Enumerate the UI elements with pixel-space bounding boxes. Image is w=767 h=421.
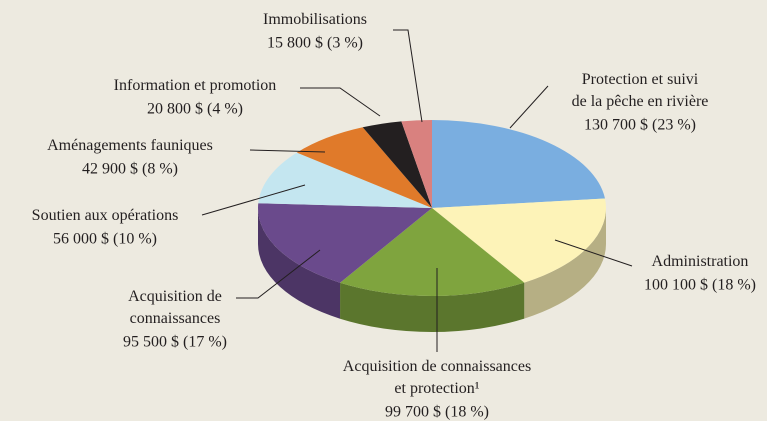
value-label: 99 700 $ (18 %) bbox=[385, 404, 489, 421]
slice-side bbox=[524, 208, 606, 319]
slice bbox=[432, 198, 606, 283]
leader-line bbox=[554, 239, 633, 267]
leader-line bbox=[249, 149, 326, 153]
slice-label: Acquisition de connaissances et protectio… bbox=[343, 358, 531, 397]
slice bbox=[257, 203, 432, 283]
slice-label: Acquisition de connaissances bbox=[128, 288, 222, 327]
slice-side bbox=[258, 208, 341, 319]
value-label: 15 800 $ (3 %) bbox=[267, 35, 363, 52]
slice bbox=[296, 127, 432, 208]
slice-side bbox=[340, 282, 525, 333]
slice bbox=[432, 120, 605, 208]
slice-label: Protection et suivi de la pêche en rivièr… bbox=[572, 71, 709, 110]
slice-label: Aménagements fauniques bbox=[47, 137, 213, 154]
value-label: 56 000 $ (10 %) bbox=[53, 231, 157, 248]
value-label: 95 500 $ (17 %) bbox=[123, 334, 227, 351]
leader-line bbox=[236, 249, 321, 299]
value-label: 20 800 $ (4 %) bbox=[147, 101, 243, 118]
slice bbox=[340, 208, 525, 296]
leader-line bbox=[509, 85, 549, 129]
slice-label: Soutien aux opérations bbox=[32, 207, 179, 224]
value-label: 100 100 $ (18 %) bbox=[644, 277, 756, 294]
slice-label: Information et promotion bbox=[114, 77, 277, 94]
leader-line bbox=[201, 184, 306, 216]
leader-line bbox=[300, 87, 381, 117]
slice bbox=[401, 120, 432, 208]
leader-line bbox=[393, 29, 423, 123]
slice bbox=[362, 121, 432, 208]
slice bbox=[258, 152, 432, 208]
value-label: 130 700 $ (23 %) bbox=[584, 117, 696, 134]
value-label: 42 900 $ (8 %) bbox=[82, 161, 178, 178]
slice-label: Administration bbox=[652, 253, 749, 270]
slice-label: Immobilisations bbox=[263, 11, 367, 28]
